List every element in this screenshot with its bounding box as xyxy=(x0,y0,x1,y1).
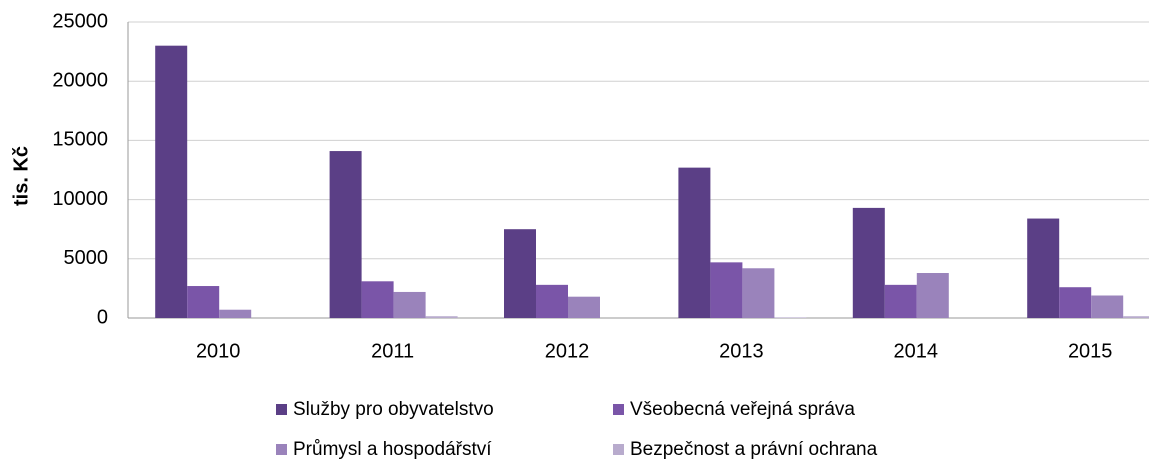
bar xyxy=(710,262,743,318)
bar xyxy=(1027,218,1060,318)
legend-label: Všeobecná veřejná správa xyxy=(630,399,855,420)
bar xyxy=(187,286,220,318)
bar xyxy=(219,309,252,318)
legend-label: Služby pro obyvatelstvo xyxy=(293,399,494,420)
y-tick-label: 25000 xyxy=(52,10,108,32)
x-tick-label: 2011 xyxy=(371,340,414,362)
y-tick-label: 0 xyxy=(97,306,108,328)
bar xyxy=(329,151,362,318)
bar xyxy=(504,229,536,318)
x-tick-label: 2012 xyxy=(545,340,590,362)
bar xyxy=(774,317,807,318)
legend-label: Bezpečnost a právní ochrana xyxy=(630,439,878,460)
bar xyxy=(536,284,568,318)
legend-swatch xyxy=(276,444,287,455)
bar xyxy=(425,316,458,318)
bar xyxy=(742,268,775,318)
legend-label: Průmysl a hospodářství xyxy=(293,439,492,460)
legend-swatch xyxy=(613,404,624,415)
bar xyxy=(852,207,885,318)
y-tick-label: 20000 xyxy=(52,69,108,91)
x-tick-label: 2015 xyxy=(1068,340,1113,362)
bar xyxy=(155,45,188,319)
bar xyxy=(1123,316,1149,318)
y-tick-label: 10000 xyxy=(52,188,108,210)
bar xyxy=(678,167,711,318)
x-tick-label: 2014 xyxy=(894,340,939,362)
bar xyxy=(568,296,600,318)
legend-swatch xyxy=(276,404,287,415)
x-tick-label: 2010 xyxy=(196,340,241,362)
bar xyxy=(393,291,426,318)
legend-swatch xyxy=(613,444,624,455)
y-tick-label: 5000 xyxy=(64,247,109,269)
bar xyxy=(361,281,394,318)
bar xyxy=(884,284,917,318)
bar xyxy=(1091,295,1124,318)
y-axis-label: tis. Kč xyxy=(10,146,32,206)
bar xyxy=(1059,287,1092,318)
bar xyxy=(916,273,949,318)
x-tick-label: 2013 xyxy=(719,340,764,362)
y-tick-label: 15000 xyxy=(52,129,108,151)
